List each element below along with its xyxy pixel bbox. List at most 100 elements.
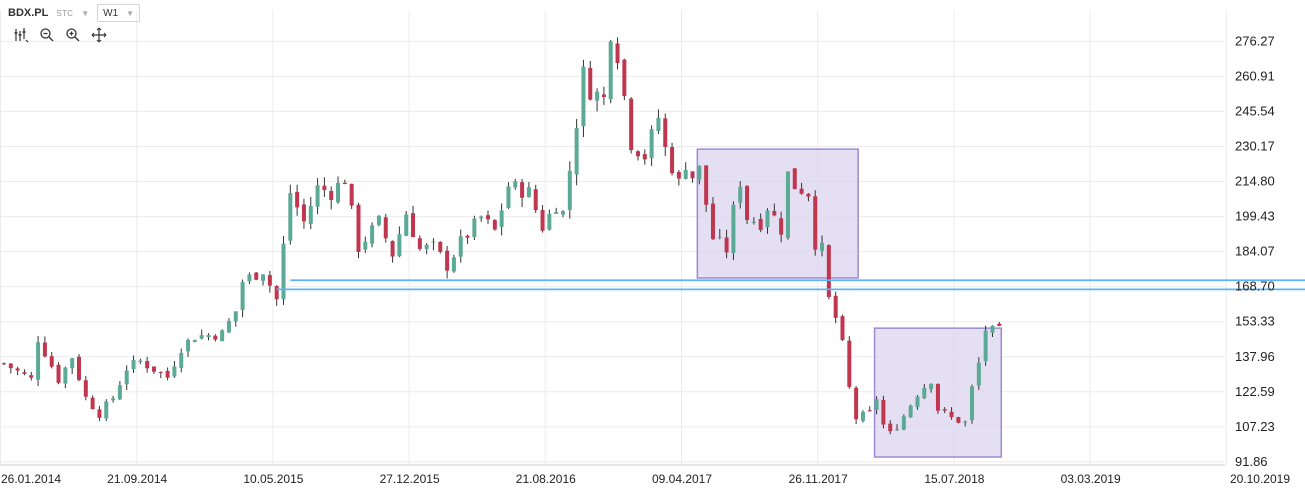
- candle-up: [315, 185, 320, 207]
- candle-up: [404, 214, 409, 236]
- candle-down: [881, 399, 886, 425]
- candle-down: [949, 411, 954, 418]
- candle-up: [983, 330, 988, 362]
- candle-down: [445, 250, 450, 271]
- candle-down: [295, 191, 300, 208]
- candle-down: [663, 118, 668, 148]
- candle-up: [199, 335, 204, 339]
- candle-up: [683, 169, 688, 179]
- candle-up: [192, 340, 197, 343]
- y-axis: 276.27 260.91 245.54 230.17 214.80 199.43 184.…: [1235, 33, 1275, 469]
- candle-up: [206, 335, 211, 338]
- candle-down: [145, 361, 150, 369]
- candle-down: [629, 98, 634, 151]
- candle-up: [186, 339, 191, 352]
- chevron-down-icon: ▼: [126, 8, 135, 18]
- candle-up: [738, 186, 743, 203]
- candle-up: [63, 367, 68, 384]
- candle-up: [751, 221, 756, 223]
- y-tick-label: 214.80: [1235, 174, 1275, 189]
- y-tick-label: 245.54: [1235, 103, 1275, 118]
- candle-up: [233, 311, 238, 322]
- highlight-box: [696, 148, 859, 279]
- candle-up: [472, 218, 477, 238]
- candle-up: [513, 181, 518, 188]
- candle-down: [411, 213, 416, 238]
- candle-down: [322, 185, 327, 191]
- candle-down: [601, 94, 606, 98]
- x-tick-label: 21.09.2014: [107, 472, 167, 486]
- candle-down: [533, 189, 538, 211]
- candle-down: [642, 154, 647, 160]
- candle-down: [772, 211, 777, 216]
- candle-up: [697, 165, 702, 180]
- candle-up: [36, 342, 41, 380]
- candle-up: [226, 320, 231, 333]
- candle-down: [15, 368, 20, 371]
- candle-down: [840, 316, 845, 340]
- candle-down: [56, 364, 61, 383]
- candle-up: [554, 212, 559, 214]
- candle-down: [254, 272, 259, 280]
- candle-down: [42, 342, 47, 357]
- candle-up: [581, 66, 586, 127]
- candle-down: [158, 371, 163, 373]
- candle-up: [376, 215, 381, 225]
- timeframe-select[interactable]: W1 ▼: [97, 4, 141, 22]
- chart-header: BDX.PL STC ▼ W1 ▼: [8, 4, 141, 22]
- candle-up: [336, 182, 341, 203]
- candle-up: [111, 398, 116, 401]
- candle-down: [690, 171, 695, 179]
- candle-down: [758, 218, 763, 230]
- y-tick-label: 199.43: [1235, 209, 1275, 224]
- candle-up: [308, 205, 313, 225]
- candle-down: [888, 423, 893, 432]
- candle-up: [179, 352, 184, 368]
- candle-up: [895, 429, 900, 431]
- candle-down: [779, 218, 784, 235]
- candle-up: [479, 216, 484, 219]
- market-dropdown-icon[interactable]: ▼: [81, 8, 90, 18]
- zoom-out-icon[interactable]: [38, 26, 56, 44]
- candle-up: [424, 244, 429, 249]
- candle-down: [676, 171, 681, 179]
- candle-down: [813, 196, 818, 250]
- candle-down: [704, 165, 709, 205]
- candle-down: [76, 356, 81, 380]
- candle-down: [792, 168, 797, 190]
- candle-up: [649, 129, 654, 159]
- highlight-boxes: [696, 148, 1003, 458]
- candle-up: [874, 399, 879, 410]
- x-tick-label: 10.05.2015: [243, 472, 303, 486]
- candle-down: [724, 237, 729, 253]
- candle-down: [710, 203, 715, 240]
- candle-up: [595, 91, 600, 101]
- candle-up: [717, 236, 722, 238]
- chart-type-icon[interactable]: [12, 26, 30, 44]
- candle-down: [540, 210, 545, 231]
- candle-up: [860, 411, 865, 421]
- y-tick-label: 107.23: [1235, 419, 1275, 434]
- candle-up: [922, 387, 927, 399]
- candle-up: [499, 210, 504, 227]
- candle-down: [165, 370, 170, 378]
- candle-down: [635, 151, 640, 157]
- x-tick-label: 20.10.2019: [1230, 472, 1290, 486]
- candle-up: [908, 405, 913, 418]
- candle-down: [833, 295, 838, 318]
- x-tick-label: 21.08.2016: [516, 472, 576, 486]
- candle-up: [370, 225, 375, 244]
- candle-down: [806, 193, 811, 197]
- chart-toolbar: [12, 26, 108, 44]
- zoom-in-icon[interactable]: [64, 26, 82, 44]
- x-axis: 26.01.2014 21.09.2014 10.05.2015 27.12.2015…: [1, 472, 1290, 486]
- candle-down: [465, 235, 470, 238]
- candle-up: [963, 421, 968, 423]
- crosshair-icon[interactable]: [90, 26, 108, 44]
- candle-down: [935, 383, 940, 411]
- y-tick-label: 168.70: [1235, 279, 1275, 294]
- candle-up: [220, 330, 225, 342]
- candle-down: [8, 363, 13, 369]
- candle-up: [288, 193, 293, 241]
